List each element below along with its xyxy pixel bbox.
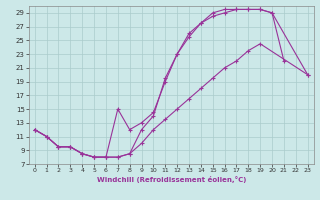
X-axis label: Windchill (Refroidissement éolien,°C): Windchill (Refroidissement éolien,°C) [97, 176, 246, 183]
